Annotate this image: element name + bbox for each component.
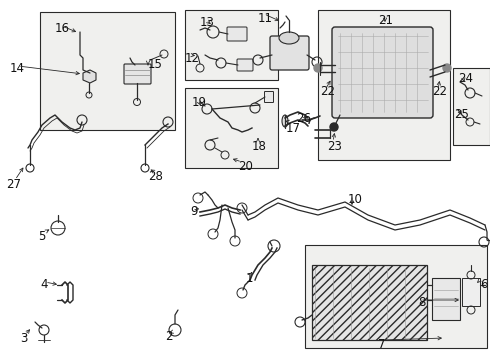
Text: 24: 24 (458, 72, 473, 85)
Text: 26: 26 (296, 112, 311, 125)
Text: 28: 28 (148, 170, 163, 183)
Bar (305, 245, 487, 348)
Text: 14: 14 (10, 62, 25, 75)
FancyBboxPatch shape (332, 27, 433, 118)
Text: 1: 1 (246, 272, 253, 285)
Ellipse shape (282, 115, 288, 127)
Polygon shape (83, 70, 96, 83)
Bar (40, 12, 175, 130)
Text: 20: 20 (238, 160, 253, 173)
FancyBboxPatch shape (270, 36, 309, 70)
FancyBboxPatch shape (124, 64, 151, 84)
Circle shape (443, 64, 451, 72)
Text: 6: 6 (480, 278, 488, 291)
Ellipse shape (279, 32, 299, 44)
Text: 5: 5 (38, 230, 46, 243)
Text: 23: 23 (327, 140, 342, 153)
Text: 15: 15 (148, 58, 163, 71)
Circle shape (314, 64, 322, 72)
Text: 27: 27 (6, 178, 21, 191)
Text: 3: 3 (20, 332, 27, 345)
Bar (312, 265, 427, 340)
Text: 21: 21 (378, 14, 393, 27)
FancyBboxPatch shape (227, 27, 247, 41)
Text: 13: 13 (200, 16, 215, 29)
Bar (432, 278, 460, 320)
Bar (185, 88, 278, 168)
Text: 22: 22 (320, 85, 335, 98)
Text: 10: 10 (348, 193, 363, 206)
Text: 17: 17 (286, 122, 301, 135)
Text: 16: 16 (55, 22, 70, 35)
Bar (318, 10, 450, 160)
Text: 22: 22 (432, 85, 447, 98)
FancyBboxPatch shape (265, 91, 273, 103)
Text: 7: 7 (378, 338, 386, 351)
Text: 18: 18 (252, 140, 267, 153)
Text: 4: 4 (40, 278, 48, 291)
Text: 25: 25 (454, 108, 469, 121)
Bar (185, 10, 278, 80)
Text: 8: 8 (418, 296, 425, 309)
Text: 11: 11 (258, 12, 273, 25)
Text: 12: 12 (185, 52, 200, 65)
FancyBboxPatch shape (237, 59, 253, 71)
Circle shape (330, 123, 338, 131)
Text: 2: 2 (165, 330, 172, 343)
Text: 9: 9 (190, 205, 197, 218)
Bar (462, 278, 480, 306)
Text: 19: 19 (192, 96, 207, 109)
Bar (453, 68, 490, 145)
